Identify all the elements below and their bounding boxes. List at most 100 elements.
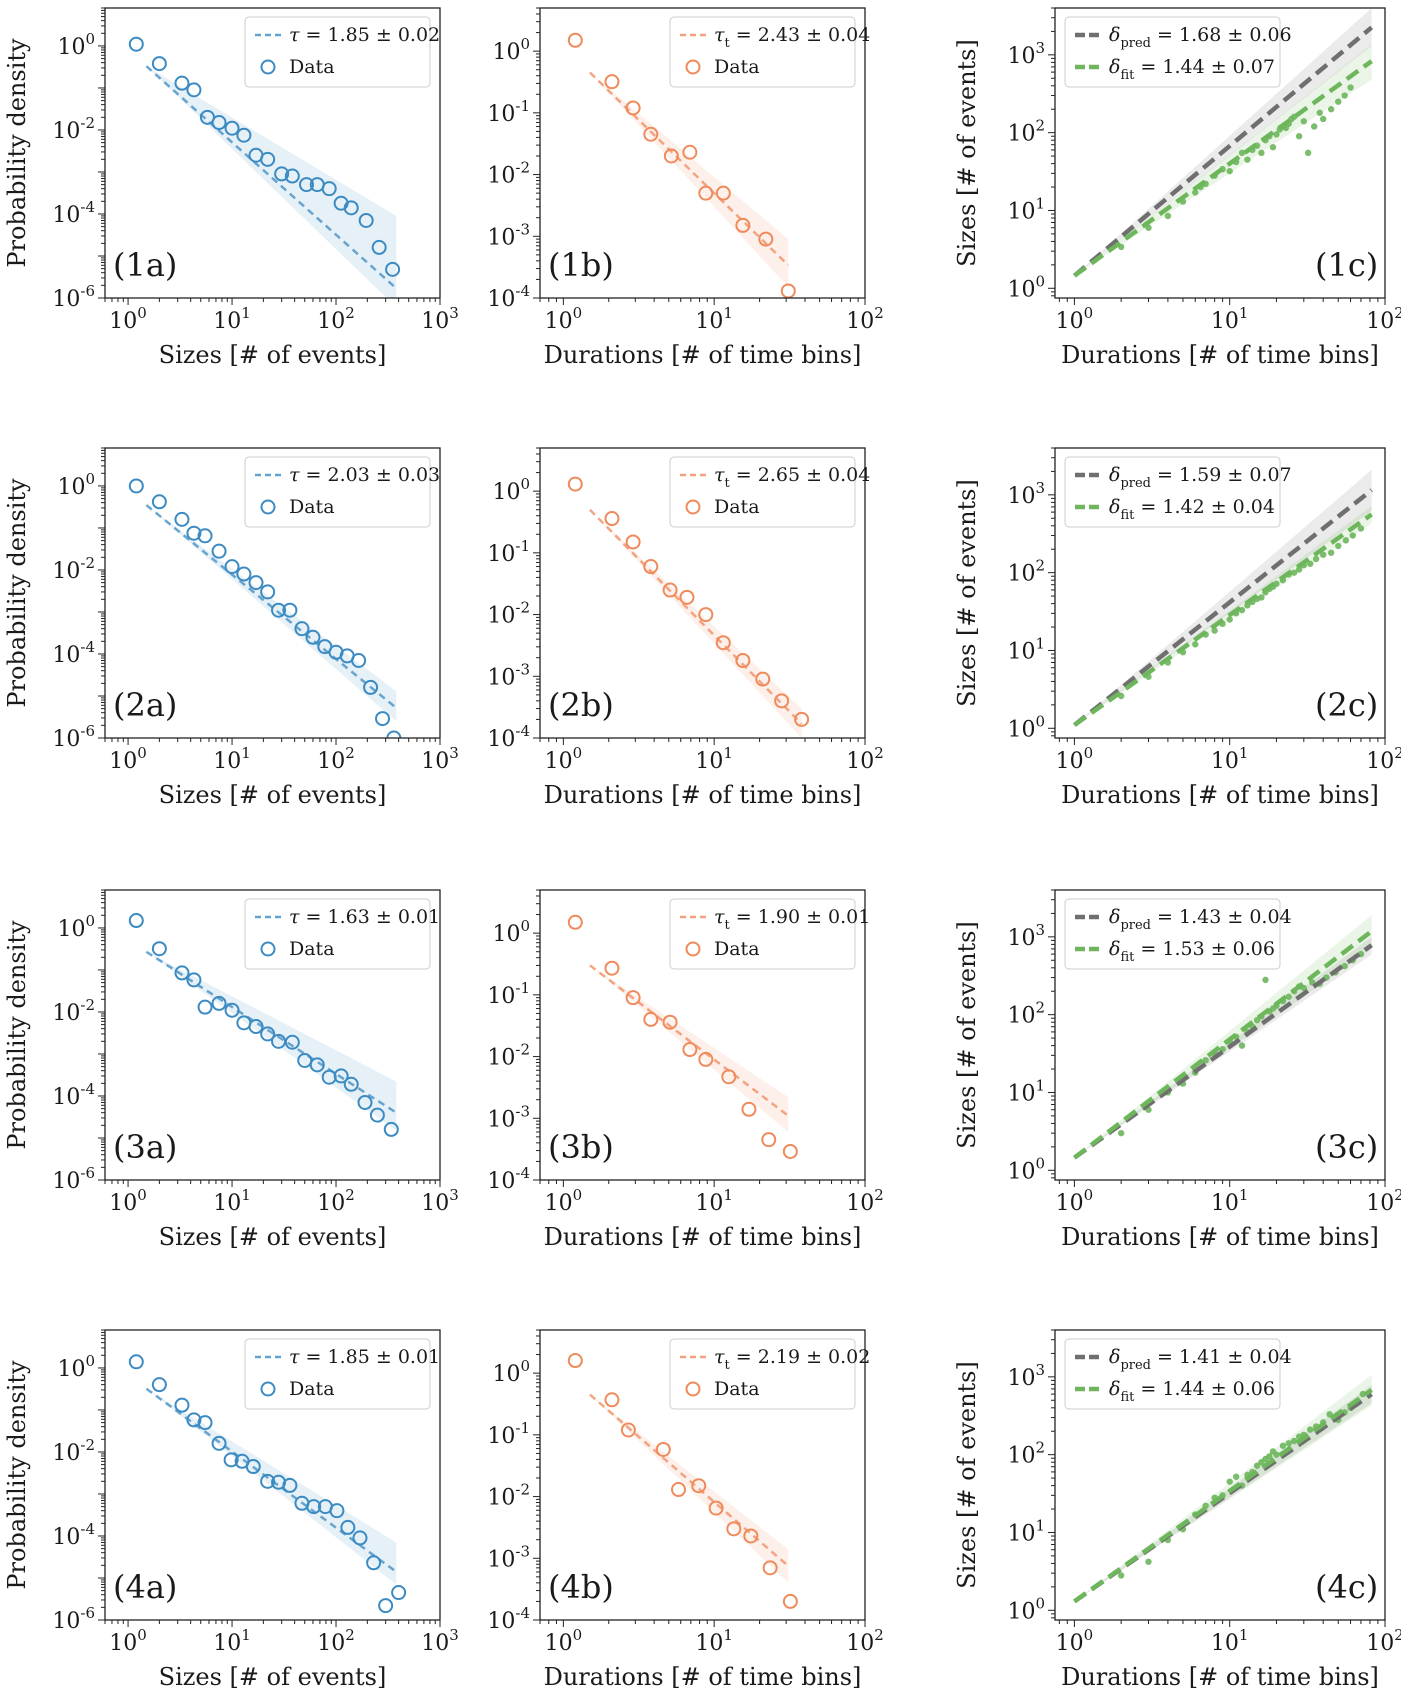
fit-band [146,951,397,1131]
data-point [682,1042,698,1058]
legend-label: δfit = 1.53 ± 0.06 [1109,938,1275,965]
y-tick-label: 100 [57,30,95,60]
y-tick-label: 10-3 [487,1542,530,1572]
panel-4a: 100 101 102 103 10-6 10-4 10-2 100 Sizes [# of e… [3,1329,459,1691]
x-tick-label: 100 [109,1626,147,1656]
x-tick-label: 101 [1211,304,1249,334]
data-point [567,476,583,492]
data-point [671,1482,687,1498]
panel-tag: (3c) [1315,1128,1378,1166]
data-point [1262,976,1269,984]
data-point [1349,532,1356,539]
y-axis-title: Probability density [3,920,31,1150]
data-point [340,1519,356,1535]
legend-label: τt = 2.43 ± 0.04 [714,24,870,51]
data-point [662,1014,678,1030]
data-point [662,582,678,598]
x-tick-label: 101 [695,1186,733,1216]
x-tick-label: 102 [1366,744,1401,774]
data-point [294,621,310,637]
plot-area [128,913,399,1137]
x-tick-label: 100 [1056,744,1094,774]
panel-2c: 100 101 102 100 101 102 103 Durations [# of tim… [953,447,1401,809]
data-point [625,534,641,550]
data-point [1285,993,1292,1000]
x-tick-label: 100 [545,1626,583,1656]
y-tick-label: 101 [1007,194,1045,224]
data-point [151,941,167,957]
data-point [128,478,144,494]
axes-frame [1054,7,1386,299]
data-point [211,115,227,131]
y-tick-label: 100 [492,917,530,947]
data-point [794,711,810,727]
y-tick-label: 10-2 [487,599,530,629]
y-axis-title: Sizes [# of events] [953,39,981,267]
data-point [151,1377,167,1393]
data-point [151,494,167,510]
data-point [385,261,401,277]
data-point [1327,106,1335,113]
data-point [1310,123,1318,130]
y-tick-label: 10-4 [52,1520,95,1550]
panel-3b: 100 101 102 10-4 10-3 10-2 10-1 100 Durations [#… [487,889,884,1251]
data-point [698,607,714,623]
data-point [691,1478,707,1494]
axes-frame [1054,447,1386,739]
data-point [604,960,620,976]
data-point [236,127,252,143]
panel-tag: (4a) [113,1568,177,1606]
panel-tag: (2b) [548,686,614,724]
data-point [357,1094,373,1110]
data-point [567,914,583,930]
y-tick-label: 10-2 [52,996,95,1026]
y-tick-label: 10-4 [52,198,95,228]
axes-frame [539,7,866,299]
y-tick-label: 10-6 [52,282,95,312]
x-tick-label: 101 [213,744,251,774]
y-tick-label: 10-4 [52,1080,95,1110]
panel-4c: 100 101 102 100 101 102 103 Durations [# of tim… [953,1329,1401,1691]
data-point [1273,1451,1280,1458]
data-point [1258,594,1265,601]
data-point [211,543,227,559]
legend-label: τt = 2.19 ± 0.02 [714,1346,870,1373]
data-point [197,1415,213,1431]
fit-band [146,1388,397,1585]
data-point [358,212,374,228]
data-point [211,995,227,1011]
panel-tag: (4b) [548,1568,614,1606]
panel-3c: 100 101 102 100 101 102 103 Durations [# of tim… [953,889,1401,1251]
panel-1c: 100 101 102 100 101 102 103 Durations [# of tim… [953,7,1401,369]
x-axis-title: Durations [# of time bins] [544,341,862,369]
scaling-line [1073,488,1374,727]
data-point [1320,115,1327,123]
data-point [1335,98,1342,105]
x-axis-title: Sizes [# of events] [159,1223,387,1251]
data-point [375,711,391,727]
x-axis-title: Durations [# of time bins] [1061,341,1379,369]
x-tick-label: 102 [317,304,355,334]
fit-line [589,508,803,725]
data-point [1238,1042,1246,1049]
data-point [1266,1453,1273,1460]
y-tick-label: 101 [1007,634,1045,664]
axes-frame [104,1329,441,1621]
x-axis-title: Sizes [# of events] [159,1663,387,1691]
y-tick-label: 103 [1007,39,1045,69]
axes-frame [104,447,441,739]
x-tick-label: 100 [1056,304,1094,334]
y-tick-label: 100 [1007,712,1045,742]
data-point [391,1585,407,1601]
x-axis-title: Durations [# of time bins] [1061,781,1379,809]
panel-2b: 100 101 102 10-4 10-3 10-2 10-1 100 Durations [#… [487,447,884,809]
legend-data-swatch [685,941,701,957]
data-point [715,635,731,651]
data-point [782,1593,798,1609]
scaling-line [1073,943,1373,1160]
panel-1a: 100 101 102 103 10-6 10-4 10-2 100 Sizes [# of e… [3,7,459,369]
legend-label: δpred = 1.68 ± 0.06 [1109,24,1292,51]
panel-tag: (1b) [548,246,614,284]
legend-box [669,898,856,970]
y-tick-label: 10-6 [52,722,95,752]
